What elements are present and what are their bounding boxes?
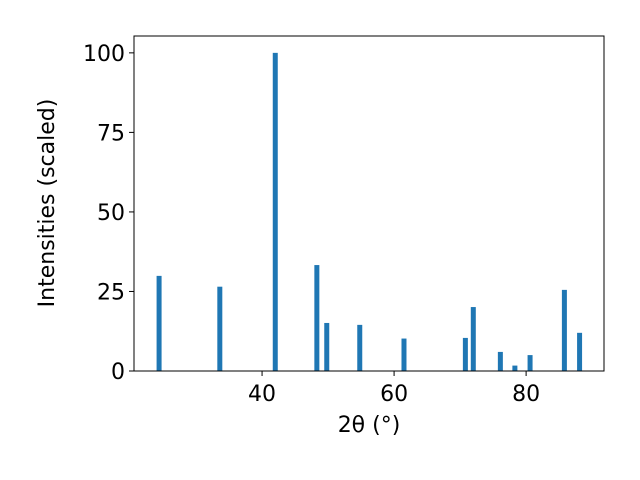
x-tick-label: 40 [248, 382, 276, 407]
bar [497, 351, 503, 371]
bar [314, 265, 320, 371]
bar [512, 365, 518, 371]
bar [401, 338, 407, 371]
bar [217, 286, 223, 371]
bar [272, 52, 278, 371]
bar [462, 337, 468, 371]
bar [527, 355, 533, 371]
plot-frame [133, 35, 605, 372]
x-tick-label: 60 [380, 382, 408, 407]
x-axis-label: 2θ (°) [338, 413, 401, 438]
bar [156, 275, 162, 371]
bar [561, 289, 567, 371]
y-axis-label: Intensities (scaled) [35, 99, 60, 308]
y-tick-label: 50 [97, 201, 125, 226]
bar [324, 322, 330, 371]
y-tick-label: 25 [97, 280, 125, 305]
x-tick-label: 80 [512, 382, 540, 407]
y-tick-label: 100 [83, 42, 125, 67]
y-tick-label: 75 [97, 121, 125, 146]
bar [577, 332, 583, 371]
bar [470, 307, 476, 371]
bar [357, 324, 363, 371]
y-tick-label: 0 [111, 360, 125, 385]
